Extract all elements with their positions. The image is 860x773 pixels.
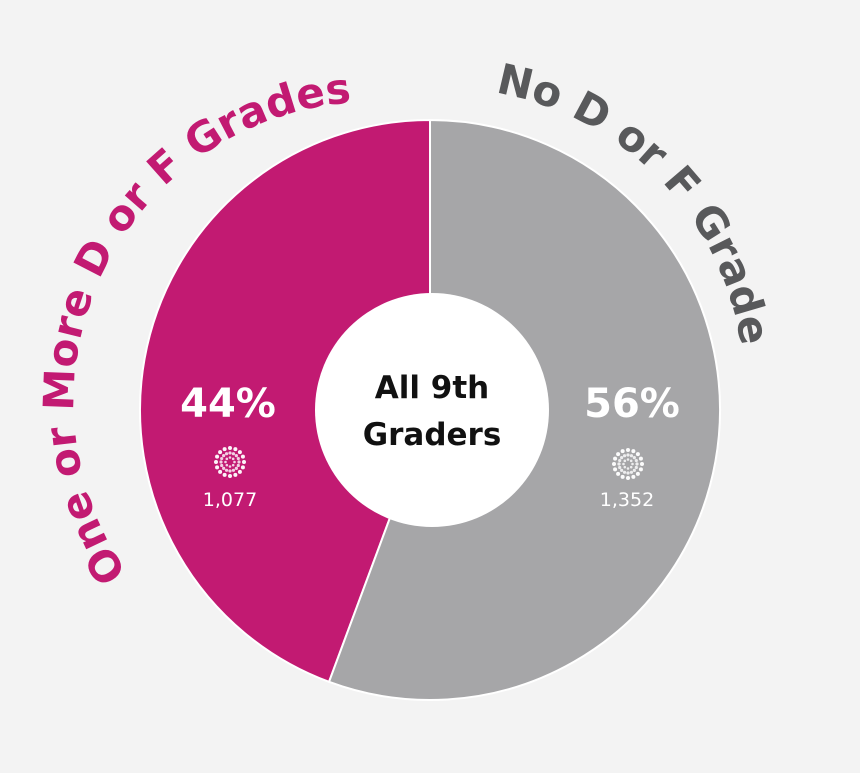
starburst-people-icon xyxy=(612,448,644,480)
center-hole xyxy=(315,293,549,527)
slice-count-label-left: 1,077 xyxy=(203,489,257,511)
center-label-line-2: Graders xyxy=(363,417,502,453)
slice-percent-label-right: 56% xyxy=(584,381,680,427)
slice-count-label-right: 1,352 xyxy=(600,489,654,511)
center-label-line-1: All 9th xyxy=(375,370,490,406)
slice-percent-label-left: 44% xyxy=(180,381,276,427)
starburst-people-icon xyxy=(214,446,246,478)
pie-slice-one-or-more-d-f xyxy=(139,118,431,684)
